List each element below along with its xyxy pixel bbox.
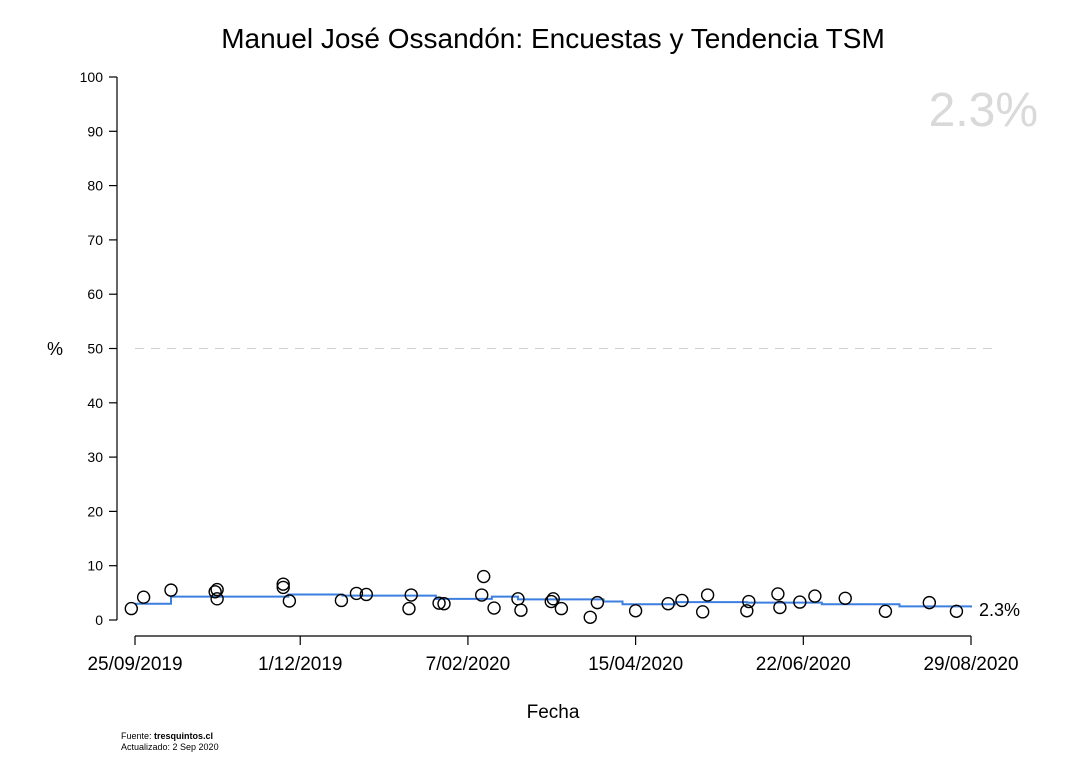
x-tick-label: 1/12/2019 (258, 654, 343, 675)
source-prefix: Fuente: (121, 731, 155, 741)
trend-end-label: 2.3% (979, 600, 1020, 620)
y-tick-label: 40 (87, 395, 103, 411)
updated-date: Actualizado: 2 Sep 2020 (121, 742, 219, 752)
y-axis-label: % (47, 339, 63, 359)
poll-point (695, 605, 710, 619)
poll-point (700, 588, 715, 602)
x-tick-label: 22/06/2020 (756, 654, 851, 675)
poll-points (124, 569, 964, 624)
poll-point (164, 583, 178, 597)
poll-point (583, 610, 597, 624)
y-tick-label: 70 (87, 232, 103, 248)
y-tick-label: 10 (87, 558, 103, 574)
y-tick-label: 60 (87, 286, 103, 302)
poll-point (349, 586, 364, 601)
poll-point (208, 585, 222, 599)
poll-point (773, 600, 787, 615)
trend-line (135, 593, 972, 608)
poll-point (404, 588, 418, 602)
poll-point (359, 587, 374, 602)
poll-point (282, 594, 297, 608)
poll-point (210, 592, 224, 606)
y-tick-label: 50 (87, 341, 103, 357)
poll-point (661, 597, 675, 611)
x-tick-label: 25/09/2019 (87, 654, 182, 675)
y-axis: 0 10 20 30 40 50 60 70 80 90 100 (80, 69, 118, 628)
poll-point (675, 593, 689, 608)
poll-point (487, 601, 501, 615)
poll-point (276, 577, 290, 591)
poll-point (546, 592, 560, 606)
poll-point (124, 601, 139, 616)
x-tick-label: 15/04/2020 (588, 654, 683, 675)
y-tick-label: 20 (87, 503, 103, 519)
x-axis-label: Fecha (527, 702, 580, 723)
poll-point (771, 587, 785, 601)
current-value-watermark: 2.3% (929, 84, 1038, 137)
poll-point (432, 596, 446, 610)
poll-point (544, 594, 558, 609)
poll-point (922, 595, 937, 610)
poll-point (276, 580, 290, 595)
poll-point (475, 588, 489, 602)
poll-point (402, 601, 416, 616)
poll-point (590, 595, 605, 610)
poll-point (437, 597, 451, 611)
poll-point (477, 569, 491, 584)
y-tick-label: 80 (87, 178, 103, 194)
poll-point (838, 591, 852, 605)
poll-point (210, 582, 224, 597)
y-tick-label: 90 (87, 123, 103, 139)
x-tick-label: 7/02/2020 (426, 654, 511, 675)
poll-point (878, 604, 893, 619)
x-axis: 25/09/2019 1/12/2019 7/02/2020 15/04/2020 22… (87, 635, 1019, 675)
y-tick-label: 0 (95, 612, 103, 628)
poll-point (740, 604, 754, 618)
poll-point (628, 604, 643, 618)
chart-title: Manuel José Ossandón: Encuestas y Tenden… (221, 23, 885, 54)
y-tick-label: 100 (80, 69, 104, 85)
source-credit: Fuente: tresquintos.cl (121, 731, 213, 741)
source-name: tresquintos.cl (154, 731, 214, 741)
poll-point (554, 601, 569, 616)
poll-point (793, 595, 807, 609)
poll-point (742, 594, 756, 609)
poll-point (334, 593, 349, 608)
y-tick-label: 30 (87, 449, 103, 465)
x-tick-label: 29/08/2020 (923, 654, 1018, 675)
poll-point (514, 603, 528, 617)
poll-point (808, 589, 822, 603)
poll-point (136, 590, 151, 604)
poll-point (949, 604, 964, 619)
